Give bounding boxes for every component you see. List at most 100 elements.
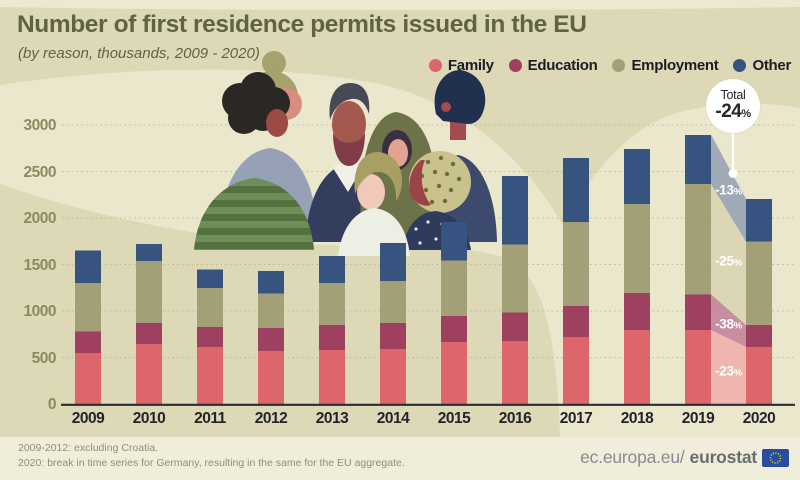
x-tick-label: 2020 <box>742 410 776 427</box>
legend-label: Employment <box>631 57 719 74</box>
education-swatch-icon <box>508 59 522 72</box>
footnote-line: 2009-2012: excluding Croatia. <box>18 442 159 454</box>
legend-item-employment: Employment <box>612 57 719 74</box>
bar-segment-employment-2018 <box>624 204 650 293</box>
bar-segment-family-2015 <box>441 342 467 404</box>
bar-segment-education-2009 <box>75 331 101 353</box>
bar-segment-employment-2013 <box>319 283 345 325</box>
x-tick-label: 2012 <box>254 410 288 427</box>
eurostat-wordmark: ec.europa.eu/eurostat <box>580 447 789 468</box>
person-afro <box>194 72 314 250</box>
bar-series <box>75 134 772 404</box>
bar-segment-education-2017 <box>563 305 589 338</box>
page-title: Number of first residence permits issued… <box>17 11 587 38</box>
bar-segment-education-2014 <box>380 323 406 350</box>
chart-legend: Family Education Employment Other <box>428 57 791 74</box>
bar-segment-education-2019 <box>685 294 711 331</box>
eu-flag-icon <box>762 448 789 467</box>
bar-segment-family-2014 <box>380 349 406 404</box>
x-tick-label: 2014 <box>376 410 410 427</box>
y-tick-label: 2500 <box>23 163 57 181</box>
legend-label: Other <box>752 57 791 74</box>
change-label-family: -23% <box>715 363 742 379</box>
bar-segment-other-2009 <box>75 250 101 284</box>
y-tick-label: 500 <box>31 349 57 367</box>
bar-segment-employment-2019 <box>685 184 711 295</box>
bar-segment-family-2011 <box>197 346 223 404</box>
x-tick-label: 2009 <box>71 410 105 427</box>
bar-segment-education-2015 <box>441 316 467 343</box>
total-change-badge: Total -24% <box>706 79 760 133</box>
bar-segment-family-2020 <box>746 346 772 404</box>
bar-segment-employment-2020 <box>746 241 772 325</box>
x-tick-label: 2015 <box>437 410 471 427</box>
footnotes: 2009-2012: excluding Croatia. 2020: brea… <box>18 441 405 470</box>
bar-segment-other-2016 <box>502 176 528 245</box>
bar-segment-employment-2009 <box>75 283 101 332</box>
change-label-other: -13% <box>715 182 742 198</box>
bar-segment-employment-2015 <box>441 260 467 317</box>
x-tick-label: 2010 <box>132 410 166 427</box>
legend-label: Education <box>527 57 598 74</box>
bar-segment-other-2017 <box>563 158 589 223</box>
x-tick-label: 2013 <box>315 410 349 427</box>
bar-segment-education-2012 <box>258 328 284 351</box>
bar-segment-employment-2014 <box>380 281 406 324</box>
bar-segment-family-2009 <box>75 352 101 404</box>
x-tick-label: 2019 <box>681 410 715 427</box>
bar-segment-family-2012 <box>258 350 284 404</box>
bar-segment-other-2020 <box>746 198 772 242</box>
change-connector-bands <box>711 134 746 404</box>
bar-segment-employment-2012 <box>258 293 284 329</box>
connector-band-family <box>711 330 746 404</box>
legend-item-family: Family <box>428 57 494 74</box>
bar-segment-other-2014 <box>380 243 406 282</box>
x-tick-label: 2016 <box>498 410 532 427</box>
y-tick-label: 1500 <box>23 256 57 274</box>
bar-segment-family-2017 <box>563 337 589 404</box>
bar-segment-other-2015 <box>441 222 467 261</box>
family-swatch-icon <box>428 59 442 72</box>
y-tick-label: 0 <box>47 396 57 413</box>
connector-band-education <box>711 294 746 347</box>
site-name: eurostat <box>689 447 758 467</box>
employment-swatch-icon <box>612 59 626 72</box>
site-prefix: ec.europa.eu/ <box>580 447 685 467</box>
connector-band-employment <box>711 184 746 325</box>
legend-item-other: Other <box>733 57 791 74</box>
bar-segment-education-2011 <box>197 326 223 347</box>
bar-segment-employment-2016 <box>502 244 528 313</box>
bar-segment-employment-2010 <box>136 261 162 324</box>
connector-band-other <box>711 134 746 242</box>
other-swatch-icon <box>733 59 747 72</box>
bar-segment-education-2013 <box>319 324 345 351</box>
bar-segment-education-2018 <box>624 292 650 331</box>
bar-segment-other-2011 <box>197 269 223 288</box>
change-label-employment: -25% <box>715 253 742 269</box>
footnote-line: 2020: break in time series for Germany, … <box>18 456 405 469</box>
total-badge-title: Total <box>720 88 746 102</box>
bar-segment-employment-2017 <box>563 222 589 306</box>
legend-label: Family <box>447 57 494 74</box>
x-tick-label: 2017 <box>559 410 593 427</box>
x-tick-label: 2018 <box>620 410 654 427</box>
bar-segment-other-2013 <box>319 256 345 284</box>
page-subtitle: (by reason, thousands, 2009 - 2020) <box>18 45 260 62</box>
bar-segment-family-2019 <box>685 330 711 404</box>
legend-item-education: Education <box>508 57 598 74</box>
top-strip <box>0 0 800 10</box>
bar-segment-employment-2011 <box>197 287 223 327</box>
people-illustration <box>194 51 497 256</box>
gridlines <box>62 124 795 359</box>
y-tick-label: 3000 <box>23 117 57 134</box>
y-tick-label: 1000 <box>23 303 57 320</box>
bar-segment-family-2010 <box>136 344 162 404</box>
bar-segment-education-2020 <box>746 324 772 347</box>
bar-segment-other-2018 <box>624 149 650 205</box>
bar-segment-education-2010 <box>136 323 162 345</box>
bar-segment-education-2016 <box>502 312 528 342</box>
bar-segment-other-2010 <box>136 244 162 262</box>
bar-segment-family-2013 <box>319 350 345 404</box>
